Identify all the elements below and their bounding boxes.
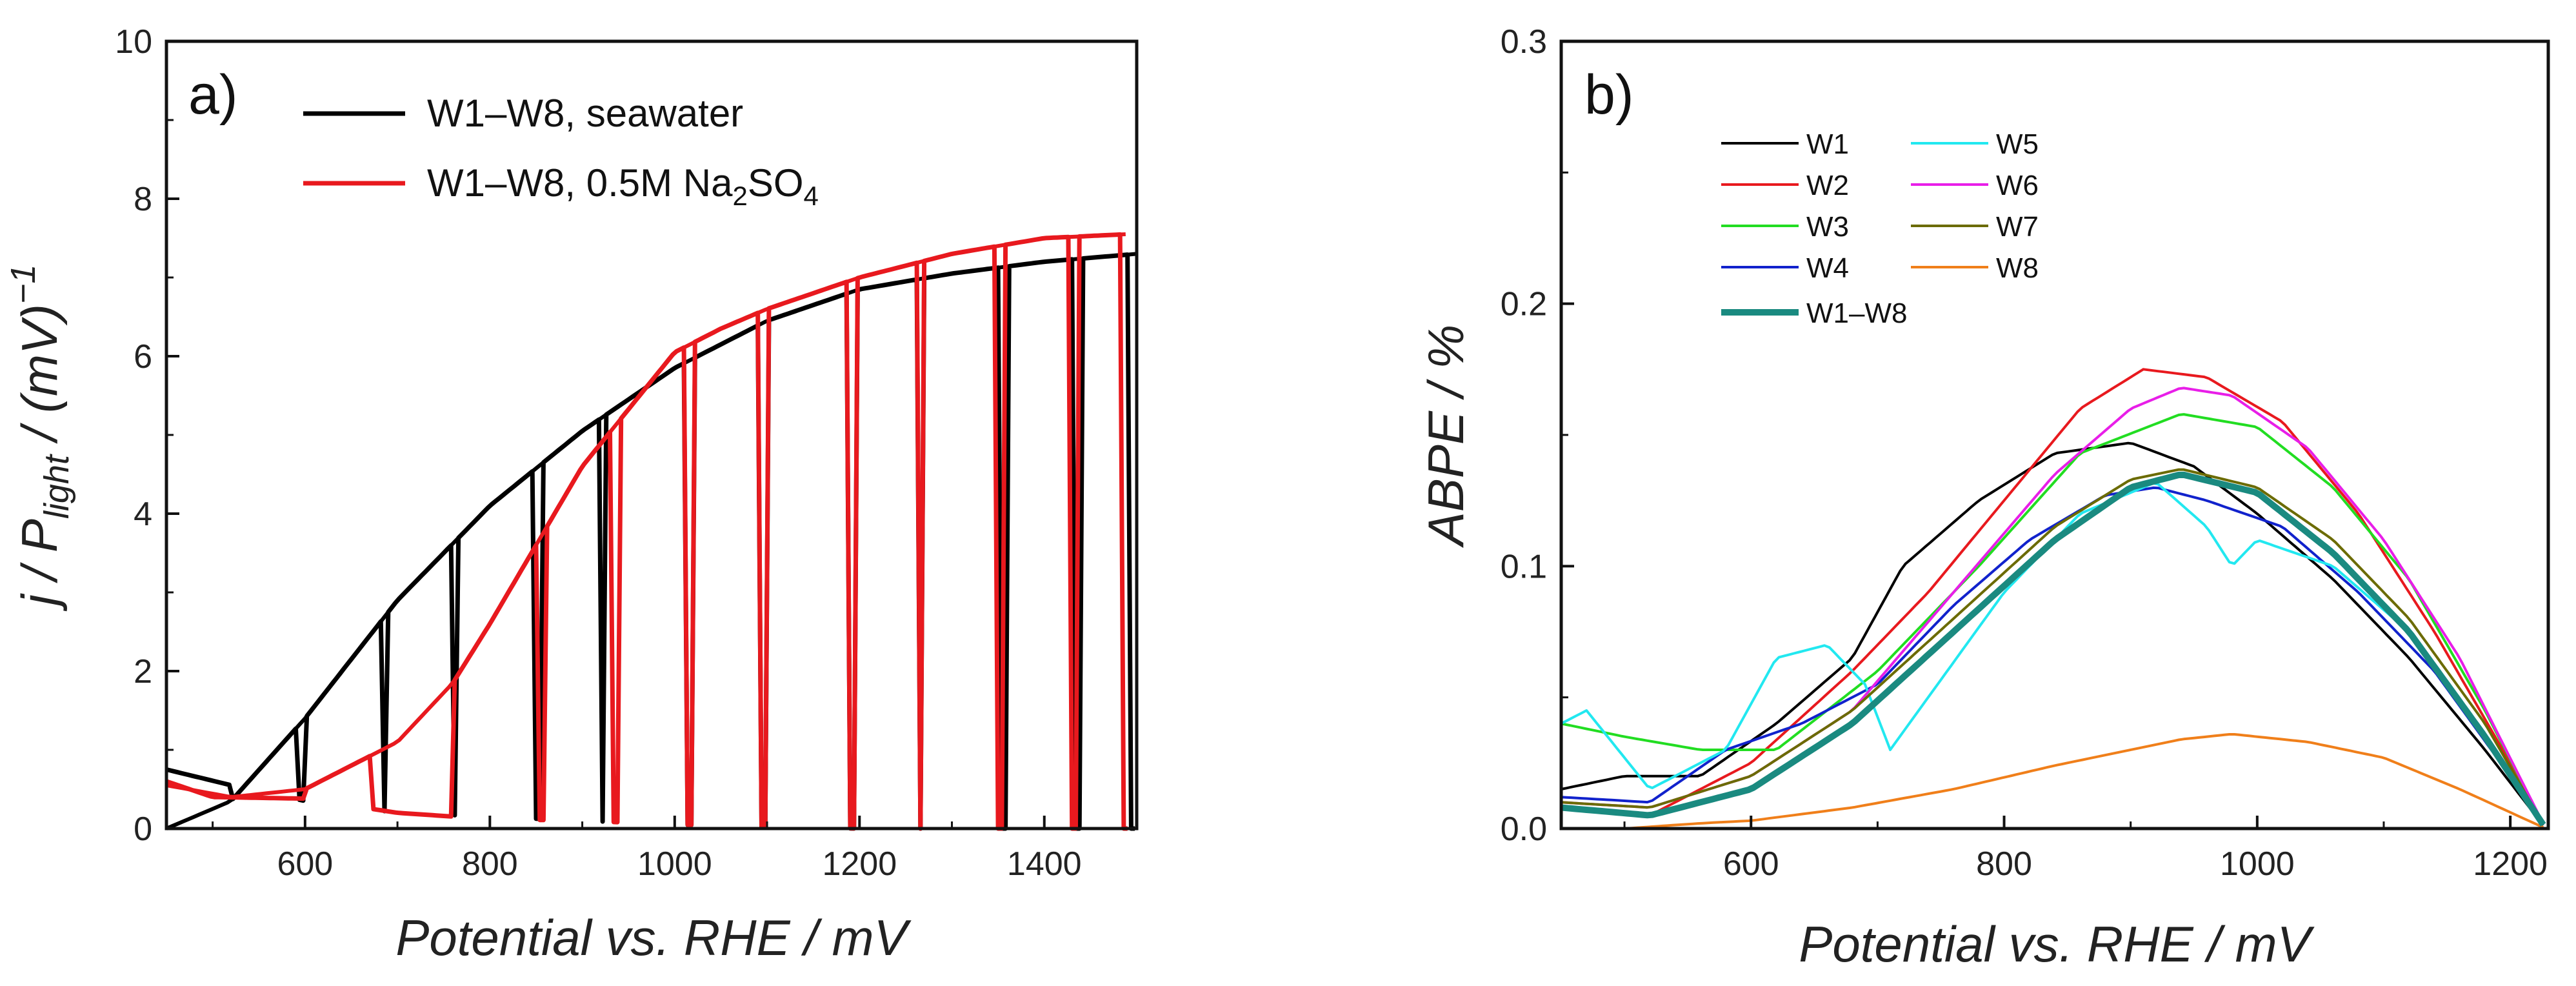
panel-a-legend: W1–W8, seawater W1–W8, 0.5M Na2SO4 (303, 92, 819, 211)
panel-a-series-seawater-envelope (165, 252, 1137, 830)
panel-a-x-tick-label: 800 (462, 845, 518, 883)
panel-a-y-tick-label: 10 (115, 23, 152, 61)
panel-a-x-tick-label: 1000 (637, 845, 712, 883)
panel-a-y-axis-title-main: j / P (11, 519, 68, 611)
panel-b-legend-label: W3 (1806, 211, 1849, 243)
panel-a-x-tick-label: 1200 (822, 845, 897, 883)
panel-b-series-w1-line (1561, 441, 2544, 827)
legend-label-na2so4-main: W1–W8, 0.5M Na (427, 161, 733, 205)
legend-label-na2so4: W1–W8, 0.5M Na2SO4 (427, 161, 819, 211)
panel-b-series-w1w8-line (1561, 471, 2546, 827)
panel-b-x-tick-label: 800 (1976, 845, 2032, 883)
panel-b-y-tick-label: 0.0 (1501, 810, 1547, 848)
panel-b-series-w8-line (1561, 733, 2544, 830)
panel-a-y-tick-label: 2 (134, 653, 152, 690)
panel-b-legend-label: W8 (1996, 252, 2039, 284)
legend-label-na2so4-sub2: 4 (804, 181, 819, 211)
panel-b-x-ticks: 600 800 1000 1200 (1623, 816, 2548, 883)
panel-b-y-ticks: 0.0 0.1 0.2 0.3 (1501, 23, 1574, 848)
panel-b-label: b) (1584, 64, 1633, 126)
panel-a-y-axis-title-sup: −1 (4, 265, 43, 305)
panel-b-y-tick-label: 0.3 (1501, 23, 1547, 61)
panel-a-label: a) (188, 64, 237, 126)
panel-b-legend-label: W6 (1996, 170, 2039, 201)
panel-b-series-w2-line (1561, 368, 2544, 825)
panel-b: 600 800 1000 1200 0.0 0.1 0.2 0.3 b) Potential… (1417, 23, 2550, 972)
panel-a-series-na2so4-envelope (166, 232, 1126, 799)
panel-a-series-layer (165, 232, 1137, 831)
panel-b-legend-label: W4 (1806, 252, 1849, 284)
panel-b-y-tick-label: 0.2 (1501, 286, 1547, 323)
panel-a: 600 800 1000 1200 1400 0 2 4 6 8 10 a) Potential … (4, 23, 1139, 966)
panel-b-series-layer (1561, 368, 2546, 830)
legend-label-na2so4-mid: SO (748, 161, 804, 205)
panel-a-series-na2so4-line (165, 232, 1128, 831)
panel-a-y-tick-label: 6 (134, 338, 152, 376)
panel-b-x-tick-label: 1200 (2473, 845, 2548, 883)
panel-a-y-axis-title-unit: / (mV) (11, 304, 68, 455)
panel-b-legend-label: W7 (1996, 211, 2039, 243)
panel-b-legend-label: W1–W8 (1806, 297, 1907, 329)
panel-b-x-tick-label: 1000 (2220, 845, 2295, 883)
panel-b-legend-label: W1 (1806, 128, 1849, 160)
panel-a-x-tick-label: 1400 (1007, 845, 1082, 883)
panel-a-x-axis-title: Potential vs. RHE / mV (395, 909, 912, 966)
panel-b-x-axis-title: Potential vs. RHE / mV (1799, 916, 2315, 972)
panel-a-y-axis-title: j / Plight / (mV)−1 (4, 265, 76, 612)
panel-a-x-ticks: 600 800 1000 1200 1400 (212, 816, 1082, 883)
panel-a-y-tick-label: 0 (134, 810, 152, 848)
panel-a-series-seawater-line (166, 252, 1135, 831)
panel-b-y-axis-title: ABPE / % (1417, 325, 1474, 548)
panel-b-series-w7-line (1561, 468, 2544, 825)
panel-b-legend: W1 W2 W3 W4 W5 W6 W7 W8 W1–W8 (1721, 128, 2039, 329)
panel-a-y-tick-label: 4 (134, 496, 152, 533)
panel-b-legend-label: W5 (1996, 128, 2039, 160)
panel-a-y-ticks: 0 2 4 6 8 10 (115, 23, 179, 848)
panel-a-y-axis-title-sub: light (37, 454, 76, 519)
legend-label-seawater: W1–W8, seawater (427, 92, 743, 135)
panel-b-y-tick-label: 0.1 (1501, 548, 1547, 585)
panel-b-series-w5-line (1561, 481, 2544, 826)
panel-a-x-tick-label: 600 (277, 845, 333, 883)
panel-a-y-tick-label: 8 (134, 181, 152, 218)
legend-label-na2so4-sub1: 2 (732, 181, 747, 211)
panel-b-plot-frame (1559, 39, 2550, 830)
panel-b-x-tick-label: 600 (1723, 845, 1779, 883)
panel-b-legend-label: W2 (1806, 170, 1849, 201)
